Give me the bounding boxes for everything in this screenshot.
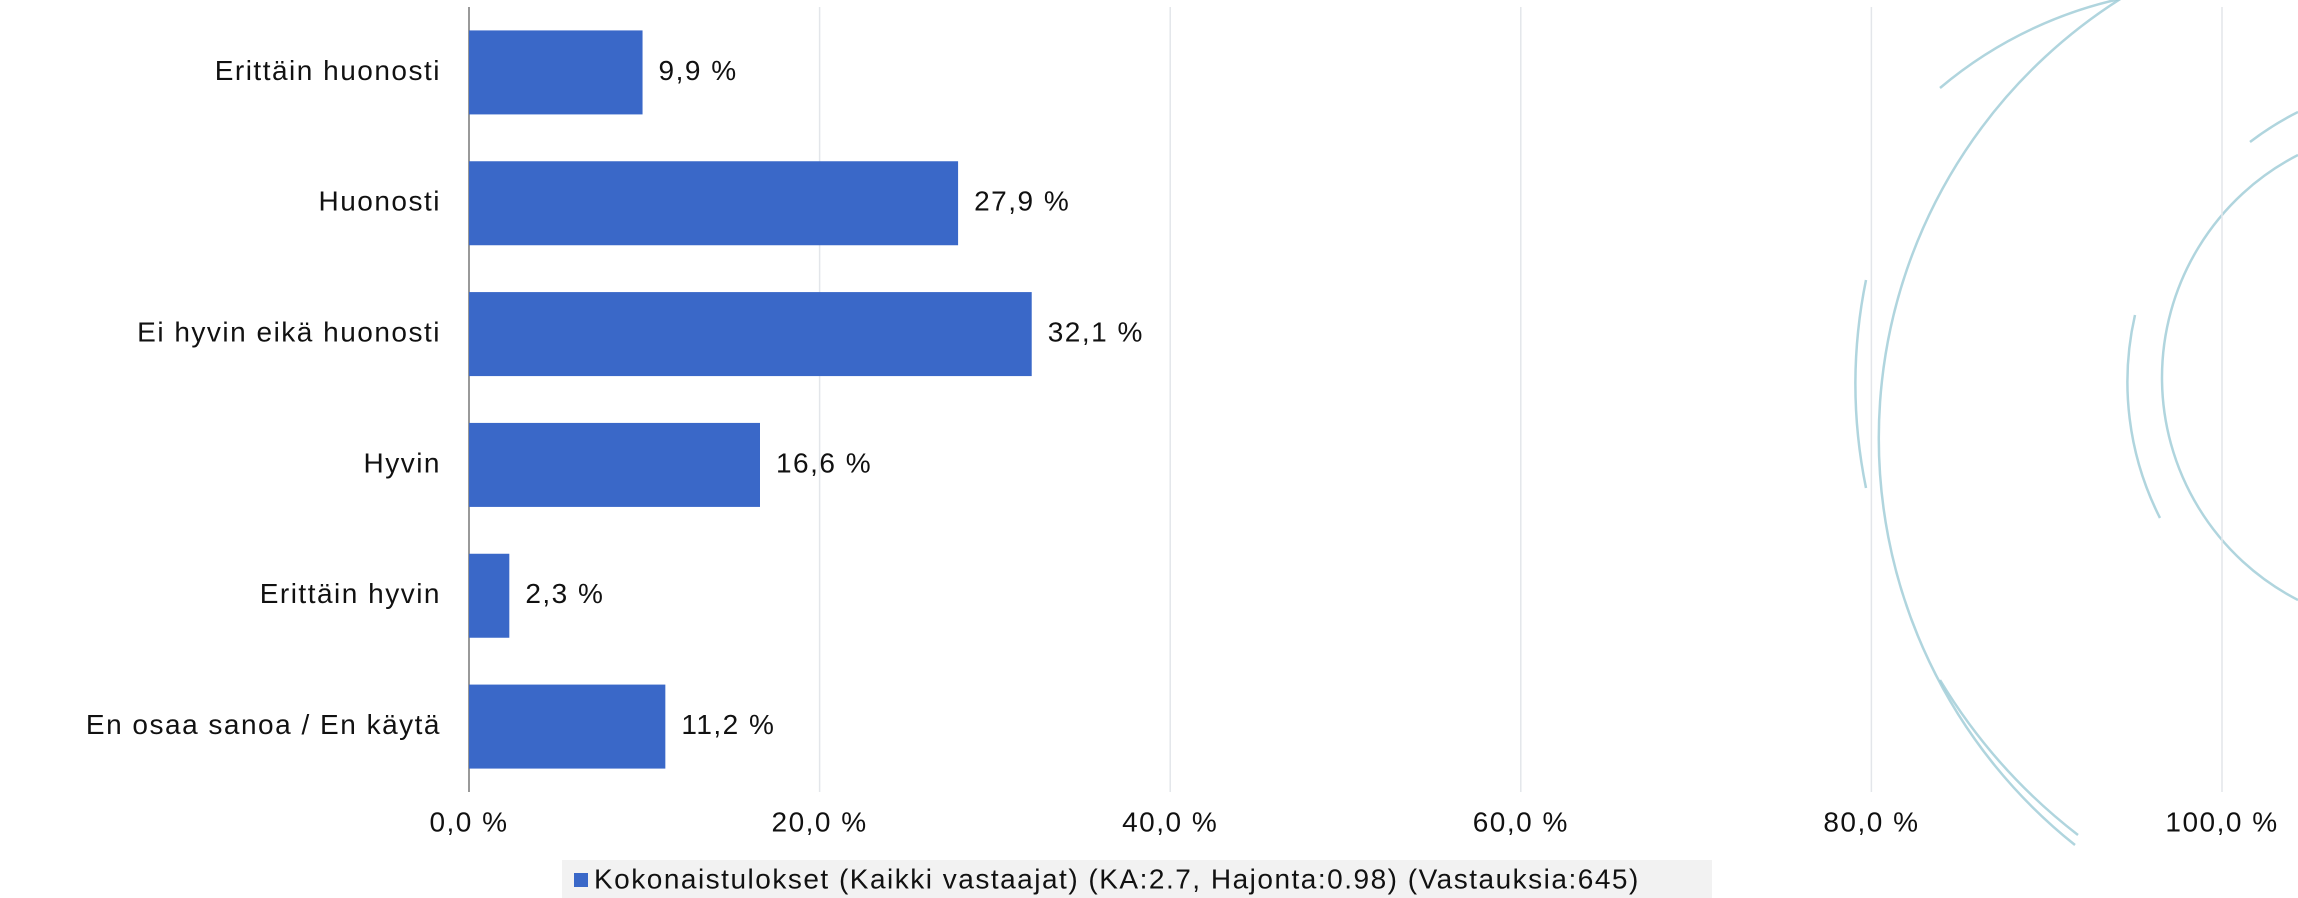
- x-tick-label: 80,0 %: [1823, 806, 1919, 837]
- y-tick-label: Huonosti: [318, 186, 441, 217]
- y-tick-label: Erittäin huonosti: [215, 55, 441, 86]
- bar: [469, 684, 666, 769]
- x-tick-label: 100,0 %: [2165, 806, 2278, 837]
- y-tick-label: Hyvin: [363, 447, 441, 478]
- legend-background: [562, 860, 1712, 898]
- y-tick-label: Erittäin hyvin: [260, 578, 441, 609]
- x-tick-label: 20,0 %: [772, 806, 868, 837]
- value-label: 32,1 %: [1048, 316, 1144, 347]
- x-tick-label: 0,0 %: [429, 806, 508, 837]
- decoration: [1854, 0, 2298, 846]
- value-label: 16,6 %: [776, 447, 872, 478]
- value-label: 9,9 %: [659, 55, 738, 86]
- x-tick-label: 60,0 %: [1473, 806, 1569, 837]
- y-tick-label: En osaa sanoa / En käytä: [86, 709, 441, 740]
- legend-marker: [574, 873, 588, 887]
- bar: [469, 30, 643, 115]
- value-label: 2,3 %: [525, 578, 604, 609]
- bar: [469, 422, 760, 507]
- bar: [469, 292, 1032, 377]
- legend-label: Kokonaistulokset (Kaikki vastaajat) (KA:…: [594, 863, 1640, 894]
- x-tick-label: 40,0 %: [1122, 806, 1218, 837]
- y-tick-label: Ei hyvin eikä huonosti: [137, 316, 441, 347]
- value-label: 27,9 %: [974, 186, 1070, 217]
- value-label: 11,2 %: [681, 709, 775, 740]
- bar: [469, 161, 959, 246]
- bar: [469, 553, 510, 638]
